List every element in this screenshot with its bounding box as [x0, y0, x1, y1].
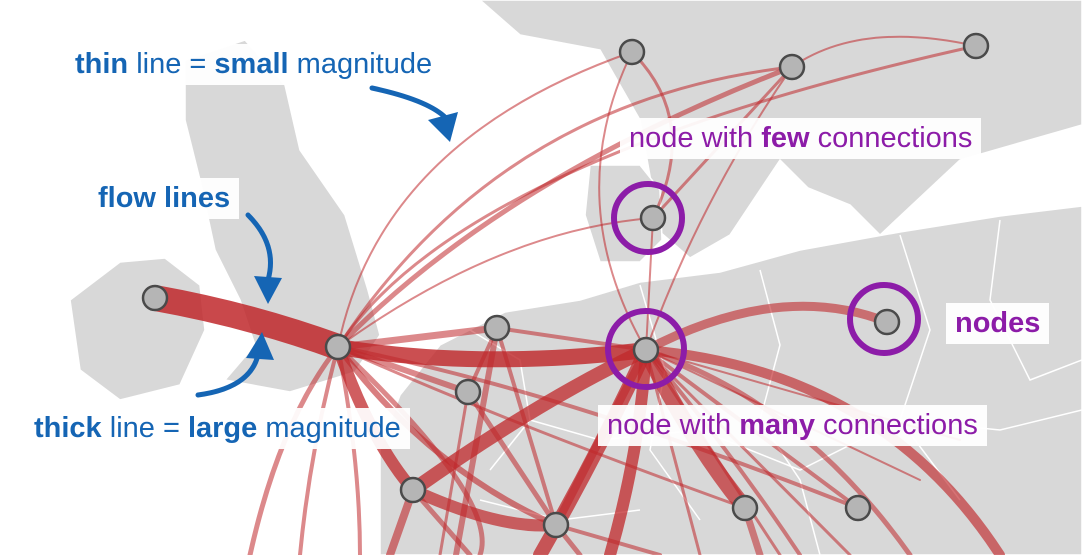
curved-arrow-icon [369, 85, 449, 121]
node [141, 284, 169, 312]
flow-line [604, 344, 652, 555]
thick-mid: line = [109, 412, 180, 444]
flow-line [407, 484, 562, 532]
flow-line [142, 285, 351, 360]
flow-line [495, 326, 648, 352]
annotation-arrows [195, 85, 458, 398]
thin-line-label: thin line = small magnitude [66, 44, 442, 85]
few-post: connections [817, 122, 973, 154]
nodes [141, 32, 990, 539]
thick-line-label: thick line = large magnitude [25, 408, 410, 449]
node [639, 204, 667, 232]
node [399, 476, 427, 504]
flow-line [645, 217, 654, 351]
highlight-circle-icon [847, 282, 921, 356]
thick-tail: magnitude [265, 412, 401, 444]
node [454, 378, 482, 406]
curved-arrow-icon [246, 332, 274, 360]
thick-word: thick [34, 412, 102, 444]
flow-line [334, 324, 501, 351]
curved-arrow-icon [254, 276, 282, 304]
small-word: small [214, 48, 289, 80]
few-word: few [761, 122, 810, 154]
flow-line [644, 348, 852, 555]
flow-line [336, 65, 794, 349]
node [542, 511, 570, 539]
highlight-circle-icon [611, 181, 685, 255]
thin-word: thin [75, 48, 129, 80]
flow-line [791, 35, 977, 68]
flow-line [598, 51, 647, 351]
few-connections-label: node with few connections [620, 118, 982, 159]
flow-line [644, 348, 802, 555]
node [731, 494, 759, 522]
thin-mid: line = [136, 48, 207, 80]
flow-line [336, 345, 362, 555]
flow-line [406, 343, 653, 497]
node [873, 308, 901, 336]
curved-arrow-icon [245, 212, 273, 283]
flow-line [554, 523, 662, 555]
thin-tail: magnitude [296, 48, 433, 80]
flow-line [644, 348, 782, 555]
node [483, 314, 511, 342]
flow-lines [142, 35, 1005, 555]
node [778, 53, 806, 81]
flow-line [298, 345, 340, 555]
flow-line [495, 326, 558, 527]
few-pre: node with [629, 122, 754, 154]
flow-line [438, 390, 470, 555]
node [844, 494, 872, 522]
flow-line [453, 325, 500, 555]
curved-arrow-icon [195, 352, 261, 398]
many-connections-label: node with many connections [598, 405, 987, 446]
large-word: large [187, 412, 258, 444]
nodes-label: nodes [946, 303, 1050, 344]
highlight-circles [605, 181, 921, 390]
land-ireland [69, 257, 206, 401]
node [962, 32, 990, 60]
flow-line [336, 345, 860, 510]
flow-line [465, 389, 559, 528]
flow-lines-text: flow lines [98, 182, 231, 214]
flow-line [330, 339, 654, 368]
flow-line [335, 64, 795, 350]
many-word: many [739, 409, 815, 441]
highlight-circle-icon [605, 308, 687, 390]
many-pre: node with [607, 409, 732, 441]
curved-arrow-icon [428, 112, 458, 142]
flow-line [335, 344, 471, 395]
flow-line [337, 51, 633, 348]
many-post: connections [823, 409, 978, 441]
node [618, 38, 646, 66]
flow-lines-label: flow lines [89, 178, 240, 219]
node [324, 333, 352, 361]
nodes-text: nodes [955, 307, 1041, 339]
node [632, 336, 660, 364]
